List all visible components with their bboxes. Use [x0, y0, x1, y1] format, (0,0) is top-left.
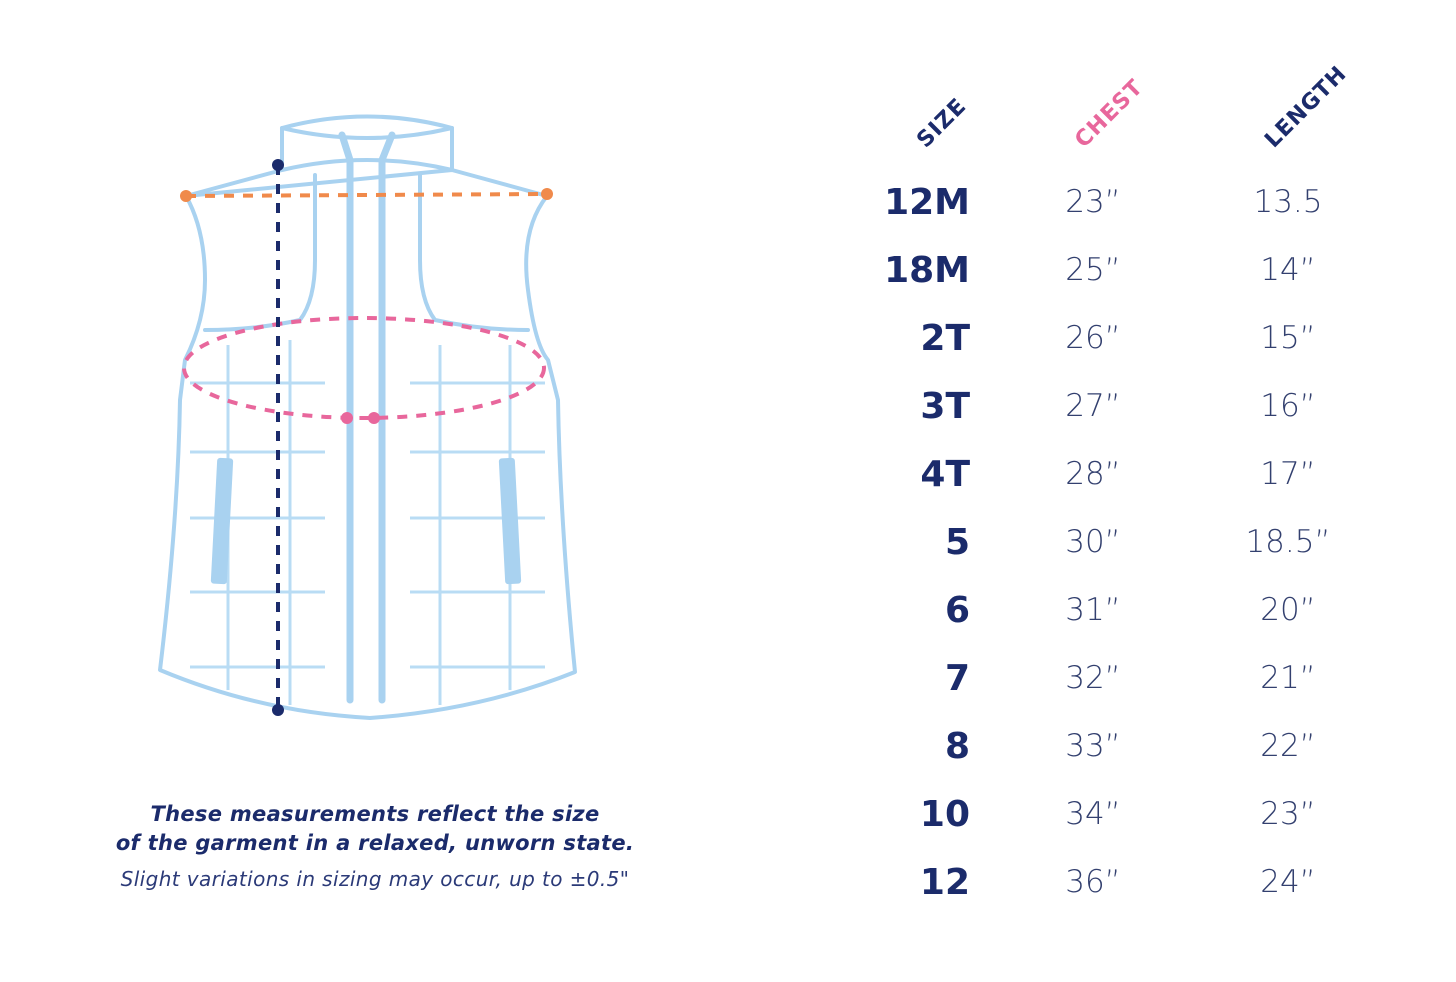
size-cell: 12 [919, 862, 970, 903]
length-cell: 13.5 [1253, 184, 1323, 220]
table-row: 10 34” 23” [830, 782, 1390, 850]
table-row: 4T 28” 17” [830, 442, 1390, 510]
header-size: SIZE [912, 93, 972, 153]
size-cell: 12M [884, 182, 970, 223]
size-cell: 7 [944, 658, 970, 699]
length-cell: 23” [1260, 796, 1316, 832]
note-line-1: These measurements reflect the size [150, 802, 600, 826]
measurement-note: These measurements reflect the size of t… [40, 800, 710, 893]
chest-cell: 25” [1065, 252, 1121, 288]
header-chest: CHEST [1070, 74, 1149, 153]
length-cell: 18.5” [1245, 524, 1331, 560]
chest-cell: 36” [1065, 864, 1121, 900]
size-cell: 10 [919, 794, 970, 835]
table-row: 7 32” 21” [830, 646, 1390, 714]
chest-cell: 28” [1065, 456, 1121, 492]
length-cell: 21” [1260, 660, 1316, 696]
size-cell: 2T [920, 318, 970, 359]
length-cell: 16” [1260, 388, 1316, 424]
length-cell: 24” [1260, 864, 1316, 900]
length-cell: 15” [1260, 320, 1316, 356]
chest-cell: 34” [1065, 796, 1121, 832]
table-row: 18M 25” 14” [830, 238, 1390, 306]
table-row: 6 31” 20” [830, 578, 1390, 646]
size-cell: 8 [944, 726, 970, 767]
size-cell: 3T [920, 386, 970, 427]
size-cell: 5 [944, 522, 970, 563]
table-row: 2T 26” 15” [830, 306, 1390, 374]
length-cell: 20” [1260, 592, 1316, 628]
chest-cell: 23” [1065, 184, 1121, 220]
table-row: 12 36” 24” [830, 850, 1390, 918]
chest-cell: 27” [1065, 388, 1121, 424]
table-row: 3T 27” 16” [830, 374, 1390, 442]
note-line-2: of the garment in a relaxed, unworn stat… [115, 831, 635, 855]
length-cell: 17” [1260, 456, 1316, 492]
size-cell: 4T [920, 454, 970, 495]
table-row: 8 33” 22” [830, 714, 1390, 782]
chest-cell: 31” [1065, 592, 1121, 628]
length-cell: 22” [1260, 728, 1316, 764]
chest-cell: 32” [1065, 660, 1121, 696]
table-row: 12M 23” 13.5 [830, 170, 1390, 238]
header-length: LENGTH [1260, 61, 1352, 153]
chest-cell: 33” [1065, 728, 1121, 764]
table-row: 5 30” 18.5” [830, 510, 1390, 578]
chest-cell: 26” [1065, 320, 1121, 356]
note-line-3: Slight variations in sizing may occur, u… [120, 867, 630, 891]
size-cell: 6 [944, 590, 970, 631]
length-cell: 14” [1260, 252, 1316, 288]
chest-cell: 30” [1065, 524, 1121, 560]
vest-diagram-icon [158, 114, 577, 720]
size-cell: 18M [884, 250, 970, 291]
